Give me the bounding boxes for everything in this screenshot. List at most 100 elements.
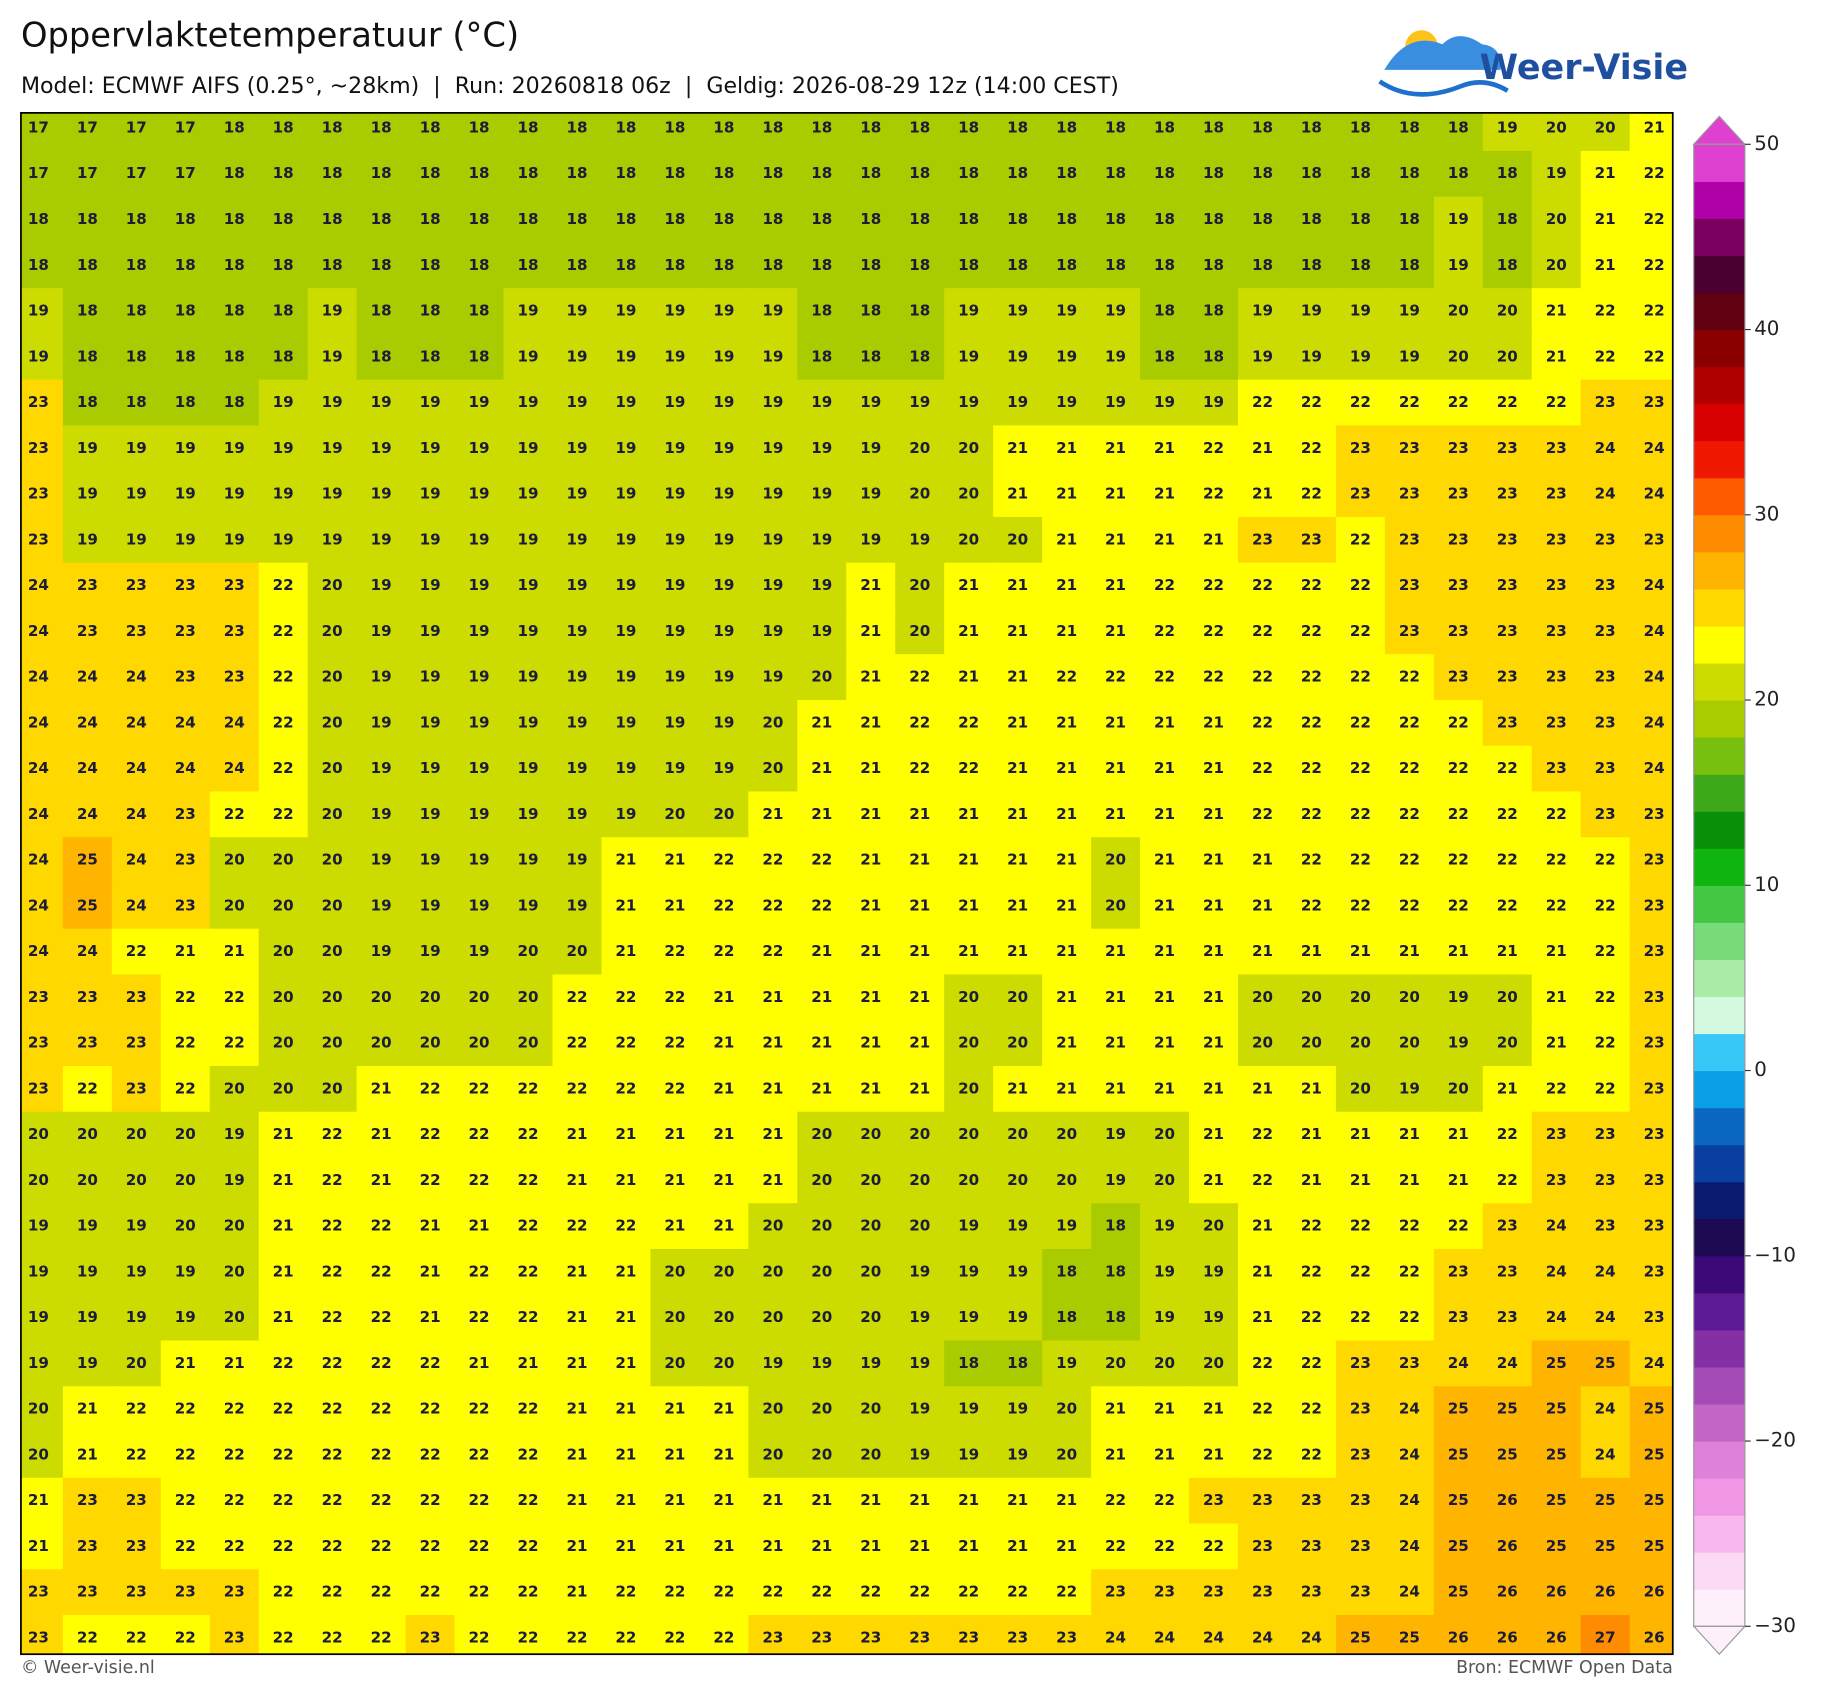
colorbar-segment: [1693, 218, 1745, 257]
temperature-cell: [454, 471, 505, 518]
temperature-cell: [209, 1432, 260, 1479]
temperature-value: 21: [811, 1491, 832, 1509]
temperature-value: 19: [518, 302, 539, 320]
temperature-value: 19: [566, 347, 587, 365]
temperature-cell: [1189, 745, 1239, 793]
temperature-value: 19: [713, 439, 734, 457]
temperature-cell: [601, 112, 652, 152]
temperature-value: 22: [1203, 668, 1224, 686]
temperature-value: 21: [615, 851, 636, 869]
temperature-cell: [1189, 333, 1239, 381]
temperature-value: 18: [664, 119, 685, 137]
temperature-cell: [405, 1249, 456, 1296]
temperature-cell: [1629, 1111, 1673, 1159]
temperature-value: 23: [1644, 1079, 1665, 1097]
temperature-value: 18: [273, 302, 294, 320]
temperature-value: 21: [273, 1171, 294, 1189]
temperature-value: 19: [420, 668, 441, 686]
temperature-cell: [62, 150, 113, 198]
temperature-value: 22: [1399, 713, 1420, 731]
temperature-value: 19: [860, 530, 881, 548]
temperature-value: 18: [224, 256, 245, 274]
temperature-value: 22: [175, 988, 196, 1006]
temperature-value: 20: [860, 1217, 881, 1235]
temperature-value: 22: [1301, 622, 1322, 640]
temperature-cell: [846, 974, 896, 1021]
temperature-value: 21: [664, 851, 685, 869]
temperature-value: 19: [224, 530, 245, 548]
temperature-value: 22: [420, 1171, 441, 1189]
temperature-cell: [1335, 1432, 1386, 1479]
temperature-value: 19: [615, 713, 636, 731]
temperature-cell: [1042, 516, 1092, 564]
temperature-value: 23: [224, 668, 245, 686]
temperature-cell: [20, 196, 64, 244]
temperature-value: 22: [1301, 576, 1322, 594]
temperature-cell: [1189, 288, 1239, 335]
temperature-cell: [1237, 379, 1288, 427]
temperature-value: 20: [909, 622, 930, 640]
temperature-value: 18: [615, 256, 636, 274]
temperature-cell: [601, 974, 652, 1021]
temperature-cell: [1384, 1203, 1435, 1250]
temperature-cell: [1286, 608, 1337, 655]
temperature-cell: [454, 242, 505, 289]
temperature-value: 22: [1301, 1217, 1322, 1235]
temperature-value: 23: [958, 1628, 979, 1646]
temperature-cell: [1433, 974, 1484, 1021]
temperature-cell: [846, 654, 896, 701]
temperature-value: 18: [615, 164, 636, 182]
temperature-value: 23: [1497, 713, 1518, 731]
temperature-value: 22: [1203, 485, 1224, 503]
temperature-value: 19: [322, 347, 343, 365]
temperature-cell: [356, 837, 407, 884]
temperature-value: 18: [909, 119, 930, 137]
temperature-value: 18: [1203, 302, 1224, 320]
temperature-cell: [62, 1065, 113, 1113]
temperature-value: 23: [1350, 1445, 1371, 1463]
temperature-cell: [1384, 562, 1435, 610]
temperature-value: 20: [322, 576, 343, 594]
temperature-cell: [454, 745, 505, 793]
temperature-cell: [1091, 1065, 1141, 1113]
temperature-value: 21: [811, 805, 832, 823]
temperature-cell: [62, 837, 113, 884]
temperature-cell: [1580, 608, 1631, 655]
temperature-value: 20: [322, 988, 343, 1006]
temperature-value: 24: [1644, 1354, 1665, 1372]
temperature-value: 18: [1399, 256, 1420, 274]
temperature-value: 20: [713, 805, 734, 823]
temperature-cell: [258, 837, 309, 884]
temperature-value: 20: [1007, 530, 1028, 548]
temperature-value: 22: [909, 713, 930, 731]
temperature-value: 19: [77, 1217, 98, 1235]
temperature-cell: [356, 425, 407, 472]
temperature-cell: [1237, 471, 1288, 518]
temperature-cell: [1042, 654, 1092, 701]
temperature-value: 19: [518, 576, 539, 594]
temperature-cell: [601, 516, 652, 564]
temperature-value: 19: [615, 805, 636, 823]
temperature-cell: [699, 1294, 750, 1342]
temperature-cell: [1042, 1340, 1092, 1387]
temperature-cell: [944, 471, 994, 518]
temperature-cell: [1140, 1294, 1190, 1342]
temperature-cell: [1286, 562, 1337, 610]
temperature-value: 19: [1203, 1308, 1224, 1326]
temperature-cell: [1140, 150, 1190, 198]
temperature-value: 21: [860, 942, 881, 960]
temperature-value: 18: [1203, 210, 1224, 228]
temperature-value: 24: [175, 759, 196, 777]
temperature-value: 19: [909, 1308, 930, 1326]
temperature-value: 22: [1546, 393, 1567, 411]
temperature-cell: [1384, 150, 1435, 198]
temperature-value: 22: [273, 713, 294, 731]
temperature-value: 20: [909, 576, 930, 594]
temperature-value: 19: [664, 759, 685, 777]
temperature-cell: [1580, 882, 1631, 930]
temperature-cell: [1482, 654, 1533, 701]
colorbar-segment: [1693, 588, 1745, 627]
temperature-cell: [993, 196, 1043, 244]
temperature-value: 18: [958, 1354, 979, 1372]
